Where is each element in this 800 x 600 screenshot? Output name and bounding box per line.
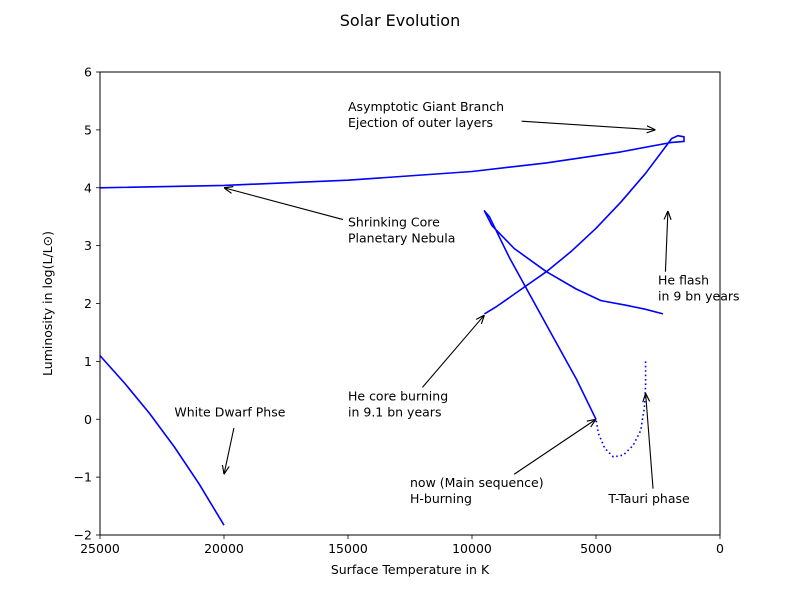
annotation-text-5: White Dwarf Phse <box>174 404 285 419</box>
annotation-arrow-1 <box>521 120 656 130</box>
y-tick-label: 3 <box>84 238 92 253</box>
chart-title: Solar Evolution <box>340 11 460 30</box>
y-tick-label: 2 <box>84 296 92 311</box>
y-tick-label: 4 <box>84 180 92 195</box>
x-axis-label: Surface Temperature in K <box>331 562 490 577</box>
y-axis-ticks: −2 −1 0 1 2 3 4 5 6 <box>74 65 100 543</box>
annotation-text-7: T-Tauri phase <box>607 491 690 506</box>
series-line-3 <box>99 134 685 315</box>
y-tick-label: −1 <box>74 470 92 485</box>
y-tick-label: 1 <box>84 354 92 369</box>
annotation-arrow-3 <box>665 211 667 272</box>
series-line-4 <box>99 355 225 526</box>
x-tick-label: 0 <box>716 541 724 556</box>
annotation-text-6: now (Main sequence) H-burning <box>410 475 544 506</box>
x-tick-label: 25000 <box>80 541 120 556</box>
x-axis-ticks: 25000 20000 15000 10000 5000 0 <box>80 535 724 556</box>
y-tick-label: 0 <box>84 412 92 427</box>
x-tick-label: 5000 <box>580 541 612 556</box>
plot-lines <box>99 134 685 526</box>
annotation-text-3: He flash in 9 bn years <box>658 273 740 304</box>
annotation-text-4: He core burning in 9.1 bn years <box>348 388 448 419</box>
x-tick-label: 15000 <box>328 541 368 556</box>
y-axis-label: Luminosity in log(L/L⊙) <box>40 231 55 376</box>
annotation-arrow-7 <box>646 393 654 489</box>
y-tick-label: −2 <box>74 528 92 543</box>
annotations: Asymptotic Giant Branch Ejection of outer… <box>174 99 739 506</box>
annotation-arrow-6 <box>513 419 596 475</box>
y-tick-label: 6 <box>84 65 92 80</box>
annotation-text-2: Shrinking Core Planetary Nebula <box>348 215 455 246</box>
annotation-arrow-2 <box>224 188 344 221</box>
series-line-2 <box>483 210 664 420</box>
plot-frame <box>99 71 721 536</box>
x-tick-label: 20000 <box>204 541 244 556</box>
annotation-arrow-4 <box>421 315 484 388</box>
annotation-arrow-5 <box>224 427 235 474</box>
series-line-1 <box>595 361 647 458</box>
y-tick-label: 5 <box>84 122 92 137</box>
annotation-text-1: Asymptotic Giant Branch Ejection of outer… <box>348 99 504 130</box>
x-tick-label: 10000 <box>452 541 492 556</box>
